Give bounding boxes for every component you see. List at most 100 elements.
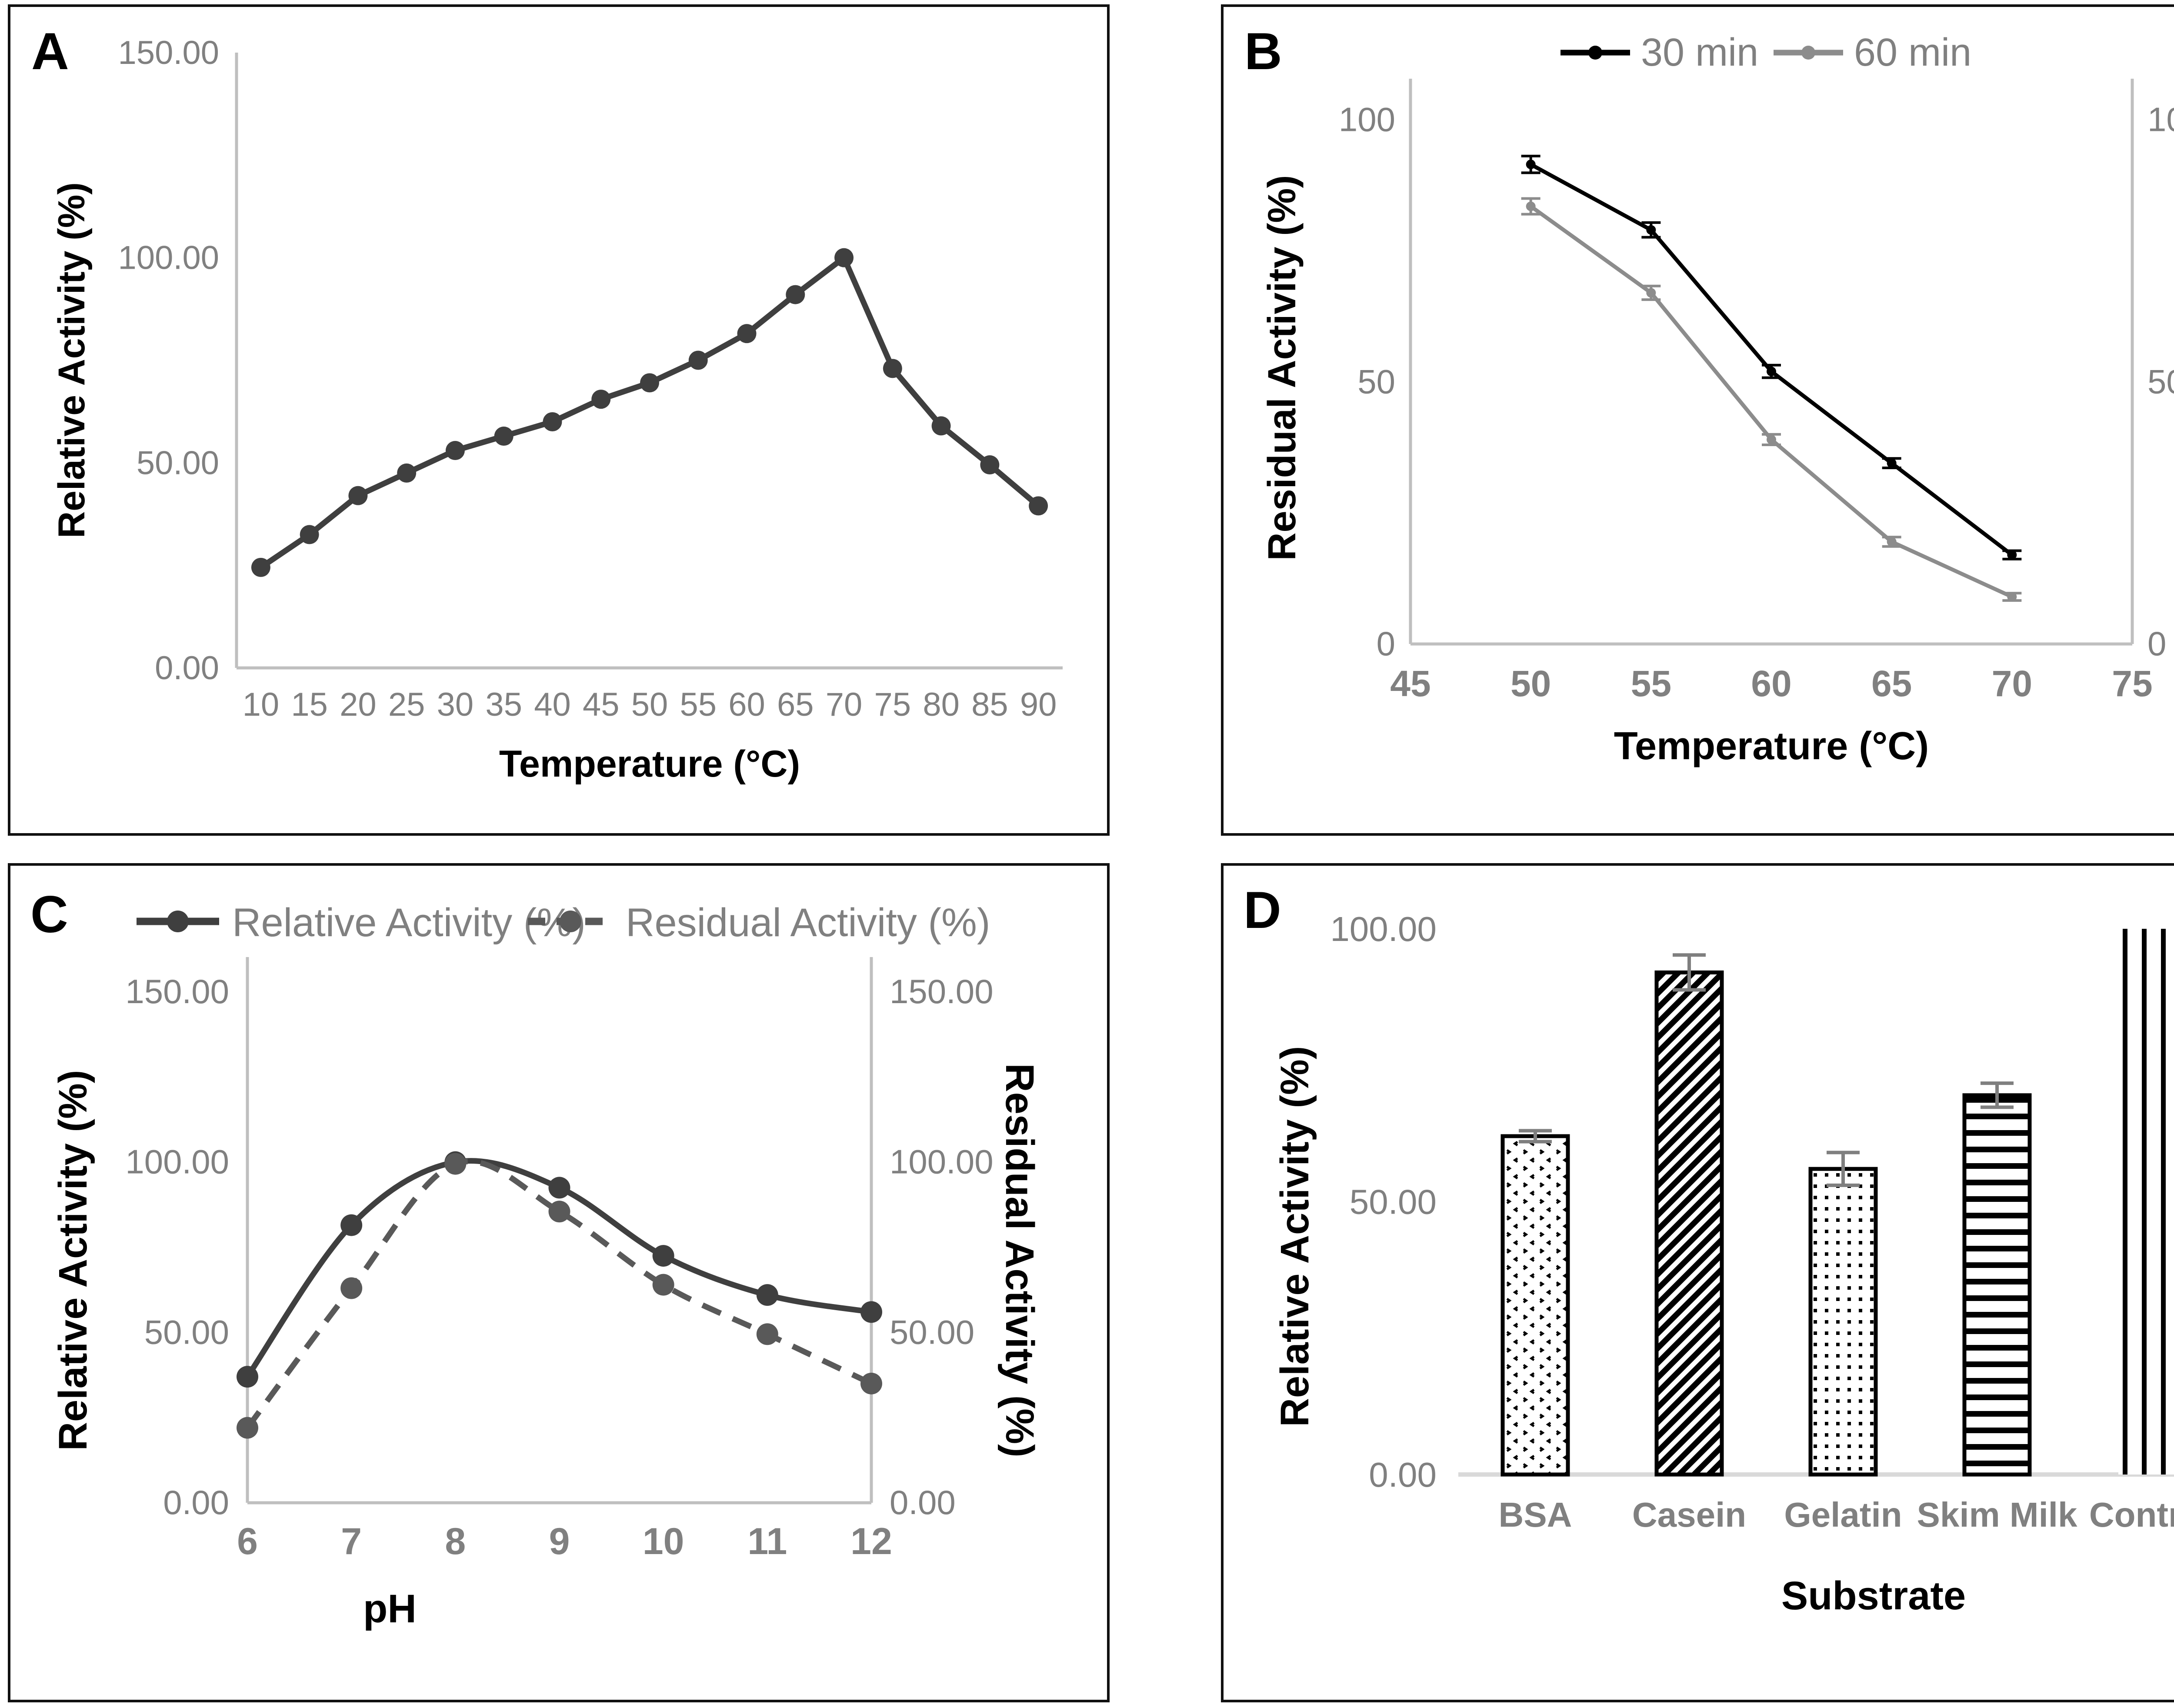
panel-d-bar-gelatin[interactable] [1808,1167,1878,1477]
panel-a-x-tick-4: 30 [437,686,474,723]
panel-b-marker-0-1 [1646,225,1656,235]
panel-b-marker-1-1 [1646,288,1656,298]
panel-a-x-tick-11: 65 [777,686,814,723]
panel-d-errorbar-2 [1827,1151,1860,1187]
panel-a-x-tick-15: 85 [971,686,1008,723]
panel-d-errorbar-1 [1673,953,1706,992]
panel-c-marker-1-3 [548,1201,570,1223]
panel-a: A 0.00 50.00 100.00 150.00 10 15 20 25 30 35 40 45 5… [8,4,1110,836]
panel-a-marker-13 [883,359,902,378]
panel-a-marker-7 [591,390,611,409]
panel-b-marker-0-0 [1526,160,1536,170]
panel-c-y-tick-right-1: 50.00 [890,1313,974,1351]
panel-a-label: A [31,22,69,80]
panel-a-x-tick-12: 70 [826,686,863,723]
panel-c-marker-1-5 [756,1323,778,1345]
panel-a-x-axis-title: Temperature (°C) [499,743,800,785]
panel-a-marker-12 [834,248,854,267]
panel-a-marker-3 [397,463,417,483]
panel-c-marker-1-0 [237,1417,258,1439]
panel-c-x-tick-1: 7 [341,1521,362,1562]
panel-d-bar-control[interactable] [2118,929,2174,1474]
panel-a-x-tick-1: 15 [291,686,328,723]
panel-b-y-tick-2: 100 [1339,100,1395,139]
panel-a-y-axis-title: Relative Activity (%) [51,182,93,538]
panel-c-x-tick-4: 10 [643,1521,684,1562]
panel-a-marker-0 [251,557,270,577]
panel-b-x-tick-0: 45 [1390,663,1430,704]
panel-c-x-tick-0: 6 [237,1521,258,1562]
panel-b-x-tick-5: 70 [1992,663,2032,704]
panel-c-y-tick-2: 100.00 [125,1143,229,1181]
panel-a-chart: 0.00 50.00 100.00 150.00 10 15 20 25 30 35 40 45 50 5… [51,34,1063,785]
panel-c-marker-0-6 [860,1301,882,1323]
panel-c-marker-1-1 [340,1277,363,1299]
panel-a-y-tick-1: 50.00 [137,444,219,481]
panel-d-x-tick-2: Gelatin [1784,1495,1902,1534]
panel-c-y-tick-0: 0.00 [163,1483,229,1521]
panel-d-y-tick-2: 100.00 [1330,910,1437,948]
panel-a-x-tick-13: 75 [874,686,911,723]
panel-d-errorbar-3 [1981,1081,2014,1109]
panel-a-marker-1 [300,525,319,544]
panel-d-bar-bsa[interactable] [1500,1134,1570,1477]
panel-b-marker-1-4 [2007,592,2017,602]
panel-a-x-tick-2: 20 [340,686,377,723]
panel-b-line-60min [1530,204,2013,599]
panel-d-y-axis-title: Relative Activity (%) [1273,1046,1317,1427]
panel-b-marker-0-2 [1767,367,1776,377]
panel-b-x-axis-title: Temperature (°C) [1614,724,1929,768]
panel-c-legend-marker-residual [560,911,581,932]
panel-c-x-tick-6: 12 [850,1521,892,1562]
panel-b-marker-0-4 [2007,550,2017,560]
panel-c-legend: Relative Activity (%) Residual Activity (… [137,901,990,945]
panel-a-marker-8 [640,373,659,393]
panel-b-x-tick-1: 50 [1510,663,1551,704]
panel-c-y-tick-right-3: 150.00 [890,972,994,1011]
panel-c-marker-1-4 [652,1274,674,1296]
panel-a-marker-5 [494,427,513,446]
panel-b-marker-1-0 [1526,201,1536,211]
panel-b-line-30min [1530,163,2014,557]
panel-b-y-tick-right-2: 100 [2147,100,2174,139]
panel-c-y-tick-3: 150.00 [125,972,229,1011]
panel-c-label: C [30,885,68,944]
panel-c-marker-1-6 [860,1372,882,1394]
panel-c-marker-0-4 [652,1245,674,1267]
panel-a-marker-15 [980,455,1000,475]
panel-d-x-tick-0: BSA [1499,1495,1572,1534]
panel-a-x-tick-6: 40 [534,686,571,723]
panel-c-x-tick-3: 9 [549,1521,570,1562]
panel-b-x-tick-6: 75 [2112,663,2152,704]
panel-a-x-tick-10: 60 [728,686,765,723]
panel-b-legend-marker-30min [1588,46,1602,60]
panel-c-marker-0-3 [548,1177,570,1199]
panel-b: B 30 min 60 min 0 0 50 50 100 100 45 50 55 60 65 70 75… [1221,4,2174,836]
panel-a-x-tick-14: 80 [923,686,960,723]
panel-d-x-tick-4: Control [2089,1495,2174,1534]
panel-c-chart: Relative Activity (%) Residual Activity (… [51,901,1042,1631]
panel-c-y-axis-right-title: Residual Activity (%) [997,1063,1042,1458]
panel-c-marker-0-1 [340,1214,363,1236]
panel-d-y-tick-1: 50.00 [1350,1183,1437,1221]
panel-a-marker-2 [348,486,368,505]
panel-a-x-tick-7: 45 [583,686,620,723]
panel-d-label: D [1244,881,1281,939]
panel-a-x-tick-5: 35 [485,686,522,723]
panel-c-legend-label-residual: Residual Activity (%) [626,901,990,945]
panel-a-marker-14 [931,416,951,436]
panel-d-x-tick-1: Casein [1632,1495,1746,1534]
panel-d-y-tick-0: 0.00 [1369,1455,1437,1494]
panel-c-y-tick-1: 50.00 [144,1313,229,1351]
panel-d-bar-skimmilk[interactable] [1962,1093,2032,1477]
panel-d-x-axis-title: Substrate [1781,1574,1966,1618]
panel-b-legend: 30 min 60 min [1560,31,1971,74]
panel-b-chart: 30 min 60 min 0 0 50 50 100 100 45 50 55 60 65 70 75 Te… [1260,31,2174,768]
panel-a-x-tick-3: 25 [388,686,425,723]
panel-a-y-tick-3: 150.00 [118,34,219,71]
panel-b-y-axis-title: Residual Activity (%) [1260,175,1304,561]
panel-a-x-tick-8: 50 [631,686,668,723]
panel-d-bar-casein[interactable] [1654,970,1724,1477]
panel-c-x-tick-2: 8 [445,1521,466,1562]
